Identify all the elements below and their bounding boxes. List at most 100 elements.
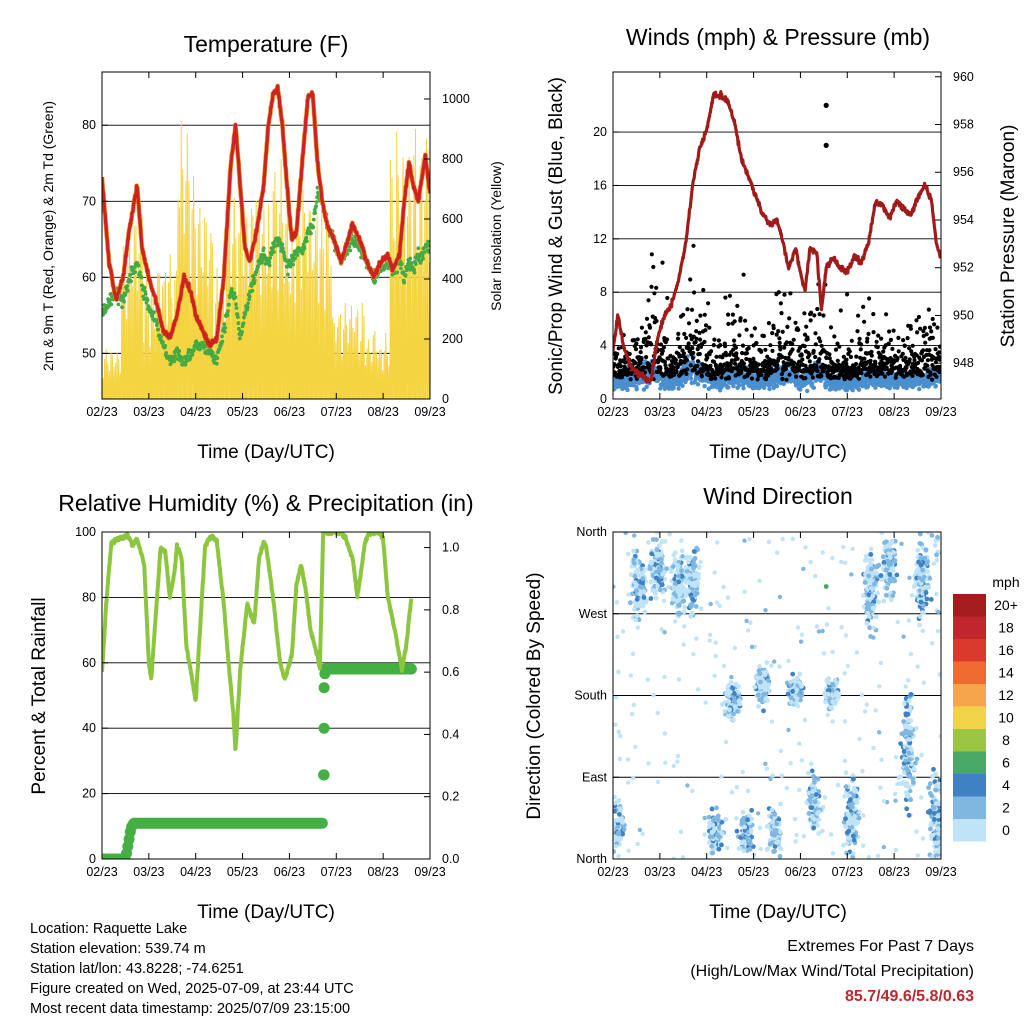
dewpoint-point	[403, 273, 408, 278]
dewpoint-point	[416, 246, 421, 251]
dewpoint-point	[139, 275, 144, 280]
gust-point	[828, 373, 833, 378]
dewpoint-point	[142, 285, 147, 290]
gust-point	[711, 343, 716, 348]
gust-point	[676, 331, 681, 336]
wind-point	[684, 377, 689, 382]
gust-point	[900, 351, 905, 356]
dewpoint-point	[220, 339, 225, 344]
gust-point	[869, 353, 874, 358]
gust-point	[701, 287, 706, 293]
direction-point	[755, 692, 761, 698]
gust-point	[796, 327, 801, 332]
y-tick-label-right: 956	[953, 165, 974, 179]
dewpoint-point	[229, 287, 234, 291]
direction-point	[815, 811, 820, 816]
gust-point	[766, 373, 771, 378]
direction-point	[640, 603, 646, 609]
wind-point	[873, 385, 878, 390]
x-tick-label: 06/23	[274, 865, 305, 879]
gust-point	[881, 349, 886, 354]
y-tick-label-right: 0.4	[442, 727, 459, 741]
gust-point	[651, 264, 656, 270]
gust-point	[686, 341, 691, 346]
dewpoint-point	[267, 260, 272, 264]
gust-point	[732, 361, 738, 366]
y-tick-label-right: 954	[953, 213, 974, 227]
direction-point	[706, 814, 712, 820]
gust-point	[755, 377, 760, 382]
gust-point	[749, 376, 755, 381]
gust-point	[734, 351, 739, 356]
gust-point	[793, 320, 798, 325]
gust-outlier-point	[823, 142, 829, 148]
pressure-line	[613, 90, 941, 384]
x-tick-label: 04/23	[180, 405, 211, 419]
gust-point	[733, 345, 739, 350]
gust-point	[794, 374, 799, 379]
direction-point	[727, 689, 733, 695]
gust-point	[842, 377, 847, 382]
gust-point	[684, 358, 690, 363]
dewpoint-point	[237, 336, 242, 341]
gust-point	[807, 359, 812, 364]
direction-point	[662, 576, 668, 582]
direction-point	[618, 807, 624, 813]
direction-point	[730, 717, 736, 723]
gust-point	[785, 324, 790, 329]
gust-point	[644, 355, 649, 360]
direction-point	[794, 696, 800, 701]
gust-point	[681, 351, 687, 356]
direction-point	[657, 543, 662, 548]
gust-point	[695, 359, 701, 364]
gust-point	[861, 304, 866, 309]
gust-point	[770, 331, 775, 336]
gust-point	[618, 364, 623, 369]
gust-point	[826, 364, 832, 369]
gust-point	[879, 336, 884, 341]
direction-point	[685, 579, 691, 585]
dewpoint-point	[123, 291, 128, 296]
x-tick-label: 08/23	[368, 865, 399, 879]
gust-point	[833, 347, 839, 352]
dewpoint-point	[156, 327, 161, 332]
gust-point	[708, 363, 713, 368]
direction-point	[671, 585, 677, 590]
dewpoint-point	[426, 239, 430, 244]
dewpoint-point	[245, 305, 250, 309]
gust-point	[684, 335, 689, 340]
dewpoint-point	[414, 262, 418, 266]
gust-point	[698, 313, 703, 318]
gust-point	[774, 332, 779, 337]
gust-point	[915, 330, 920, 335]
wind-point	[809, 381, 815, 386]
dewpoint-point	[136, 263, 141, 268]
gust-point	[694, 329, 699, 334]
direction-point	[770, 836, 776, 841]
gust-point	[915, 360, 921, 366]
x-tick-label: 08/23	[368, 405, 399, 419]
dewpoint-point	[405, 265, 410, 270]
wind-point	[680, 383, 685, 388]
wind-point	[695, 382, 701, 387]
wind-point	[625, 387, 630, 393]
gust-point	[718, 343, 723, 348]
dewpoint-point	[281, 251, 286, 255]
direction-point	[613, 849, 616, 854]
direction-point	[765, 685, 770, 691]
dewpoint-point	[268, 256, 273, 260]
direction-point	[741, 848, 747, 854]
gust-point	[649, 342, 654, 347]
direction-point	[823, 699, 828, 705]
gust-point	[619, 375, 625, 380]
dewpoint-point	[409, 261, 414, 265]
direction-point	[820, 828, 825, 834]
temperature-ylabel-left: 2m & 9m T (Red, Orange) & 2m Td (Green)	[40, 101, 56, 371]
gust-point	[744, 327, 749, 332]
wind-point	[811, 385, 816, 390]
dewpoint-point	[152, 310, 156, 315]
dewpoint-point	[138, 270, 142, 275]
direction-point	[693, 583, 698, 589]
gust-point	[926, 307, 931, 312]
dewpoint-point	[400, 262, 404, 266]
